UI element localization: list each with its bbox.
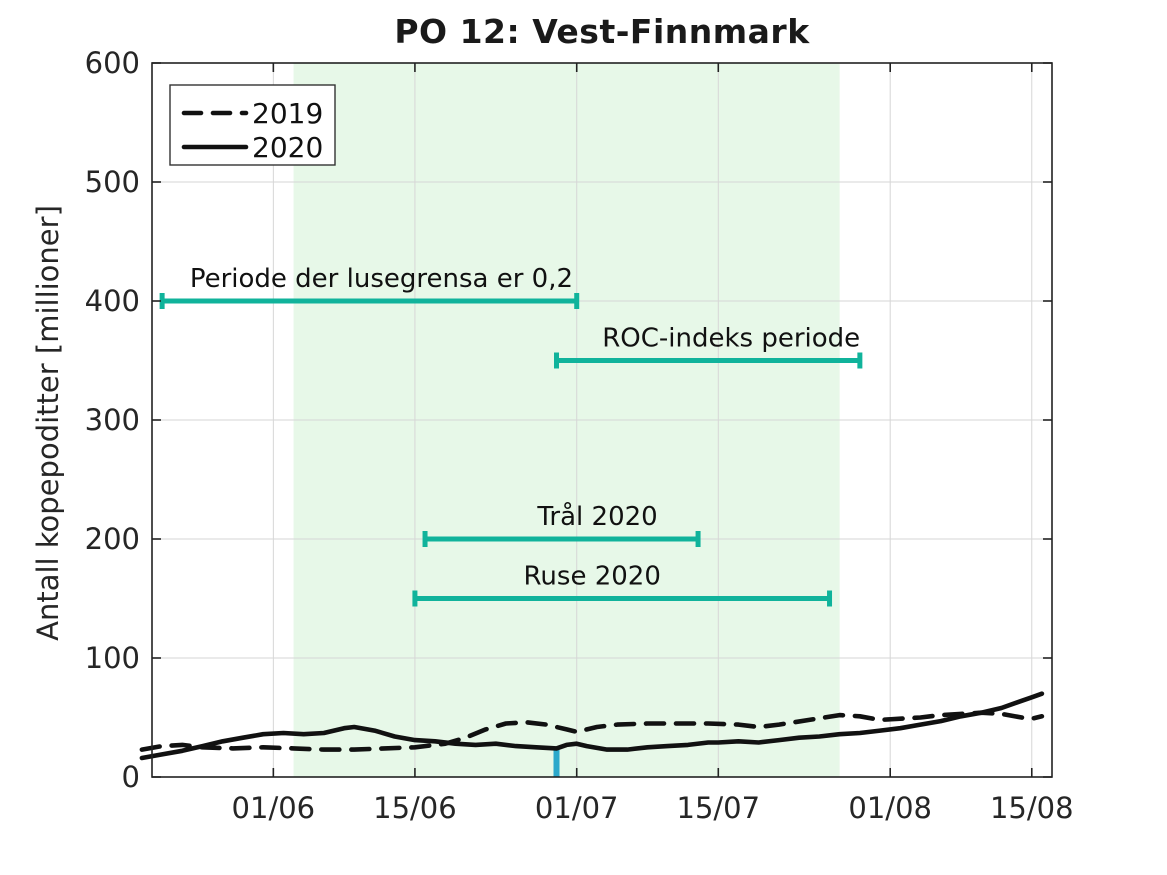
y-tick-label: 200 bbox=[85, 522, 140, 556]
interval-label: Ruse 2020 bbox=[524, 562, 661, 592]
x-tick-label: 15/06 bbox=[373, 791, 457, 825]
legend-label-2019: 2019 bbox=[252, 97, 323, 130]
x-tick-label: 01/07 bbox=[535, 791, 619, 825]
x-tick-label: 01/06 bbox=[232, 791, 316, 825]
y-tick-label: 100 bbox=[85, 641, 140, 675]
y-tick-label: 300 bbox=[85, 403, 140, 437]
y-tick-label: 600 bbox=[85, 46, 140, 80]
y-tick-label: 0 bbox=[122, 760, 140, 794]
interval-label: ROC-indeks periode bbox=[602, 324, 860, 354]
y-tick-label: 400 bbox=[85, 284, 140, 318]
legend-box bbox=[169, 84, 336, 166]
interval-label: Periode der lusegrensa er 0,2 bbox=[190, 264, 573, 294]
series-line-2019 bbox=[139, 710, 1045, 752]
x-tick-label: 01/08 bbox=[848, 791, 932, 825]
interval-label: Trål 2020 bbox=[536, 501, 657, 532]
legend-label-2020: 2020 bbox=[252, 131, 323, 164]
y-tick-label: 500 bbox=[85, 165, 140, 199]
x-tick-label: 15/07 bbox=[677, 791, 761, 825]
chart-title: PO 12: Vest-Finnmark bbox=[394, 12, 810, 51]
series-line-2020 bbox=[139, 691, 1045, 761]
x-tick-label: 15/08 bbox=[990, 791, 1074, 825]
